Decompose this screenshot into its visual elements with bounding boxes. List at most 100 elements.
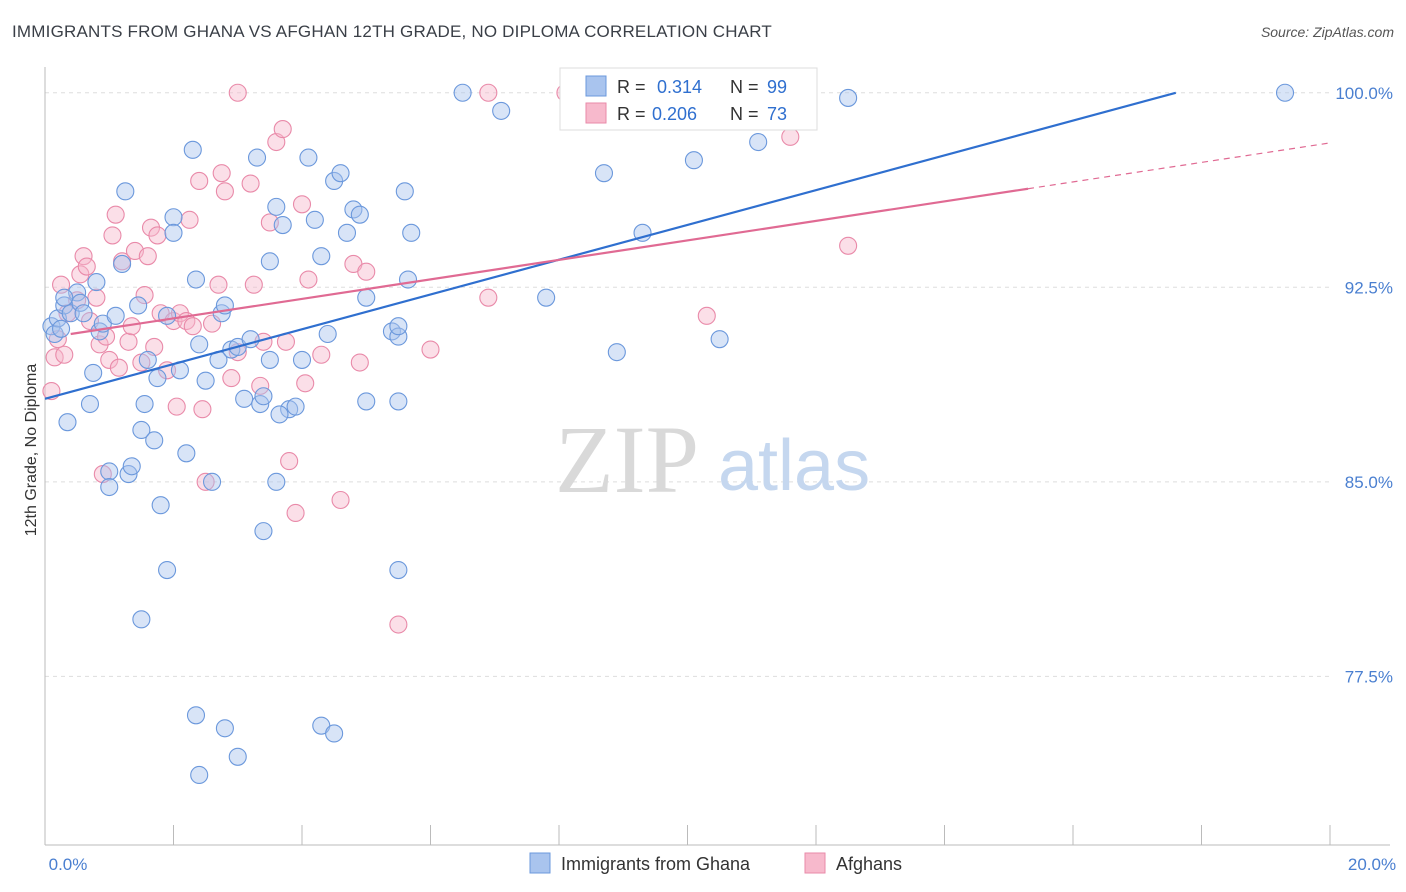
afghans-point: [55, 345, 74, 364]
afghans-point: [299, 270, 318, 289]
afghans-point: [286, 503, 305, 523]
ghana-point: [286, 397, 305, 416]
legend-label-afghans: Afghans: [836, 854, 902, 874]
ghana-point: [247, 148, 267, 167]
ghana-trend-line: [44, 91, 1177, 400]
afghans-point: [209, 275, 228, 294]
afghans-point: [421, 340, 440, 359]
afghans-point: [103, 226, 122, 245]
ghana-point: [58, 413, 77, 432]
ghana-point: [228, 747, 247, 766]
ghana-point: [100, 477, 119, 497]
series-legend: Immigrants from Ghana Afghans: [529, 852, 902, 874]
ghana-point: [84, 363, 103, 382]
ghana-point: [138, 350, 157, 369]
ghana-point: [492, 101, 511, 120]
ghana-point: [164, 223, 183, 242]
stats-swatch-afghans: [585, 102, 607, 124]
ghana-point: [132, 420, 151, 440]
ghana-point: [325, 724, 344, 743]
ghana-point: [106, 306, 125, 325]
afghans-point: [839, 236, 858, 255]
ghana-point: [254, 522, 273, 541]
x-tick-labels: 0.0% 20.0%: [49, 855, 1396, 874]
afghans-point: [183, 317, 202, 336]
legend-swatch-ghana: [529, 852, 551, 874]
ghana-point: [113, 254, 132, 274]
y-tick-label: 85.0%: [1345, 473, 1393, 492]
afghans-point: [357, 262, 376, 281]
ghana-point: [594, 164, 614, 183]
ghana-point: [52, 319, 71, 338]
legend-label-ghana: Immigrants from Ghana: [561, 854, 751, 874]
afghans-point: [77, 257, 96, 276]
ghana-point: [331, 164, 350, 183]
ghana-point: [710, 330, 729, 349]
ghana-point: [135, 394, 154, 414]
afghans-point: [190, 171, 209, 190]
ghana-point: [402, 223, 421, 242]
stats-r-value-afghans: 0.206: [652, 104, 697, 124]
ghana-point: [389, 317, 408, 336]
afghans-point: [167, 397, 186, 416]
afghans-point: [244, 275, 263, 294]
legend-swatch-afghans: [804, 852, 826, 874]
afghans-point: [148, 226, 167, 245]
watermark-atlas: atlas: [718, 426, 870, 506]
stats-swatch-ghana: [585, 75, 607, 97]
ghana-point: [145, 431, 164, 450]
ghana-point: [158, 560, 177, 580]
ghana-point: [350, 205, 369, 224]
afghans-point: [215, 182, 234, 201]
ghana-point: [273, 215, 292, 235]
y-tick-label: 77.5%: [1345, 667, 1393, 686]
ghana-point: [1275, 83, 1295, 102]
stats-n-label-afghans: N =: [730, 104, 759, 124]
afghans-point: [212, 164, 231, 183]
x-tick-label: 0.0%: [49, 855, 88, 874]
afghans-point: [781, 127, 800, 146]
afghans-trend-line: [70, 187, 1029, 336]
ghana-point: [537, 288, 556, 307]
ghana-point: [299, 148, 318, 167]
afghans-point: [350, 353, 369, 372]
ghana-point: [395, 182, 414, 201]
ghana-point: [839, 88, 858, 107]
series-ghana-points: [42, 83, 1295, 785]
ghana-point: [190, 335, 209, 354]
watermark-zip: ZIP: [555, 406, 699, 513]
afghans-point: [251, 376, 270, 395]
afghans-point: [119, 332, 138, 351]
ghana-point: [270, 405, 289, 424]
chart-title: IMMIGRANTS FROM GHANA VS AFGHAN 12TH GRA…: [12, 22, 772, 41]
ghana-point: [389, 560, 408, 580]
ghana-point: [132, 610, 151, 629]
afghans-point: [697, 306, 716, 325]
y-tick-label: 100.0%: [1335, 84, 1393, 103]
ghana-point: [607, 343, 626, 362]
afghans-point: [312, 345, 331, 364]
ghana-point: [389, 392, 408, 411]
afghans-point: [296, 374, 315, 393]
afghans-point: [180, 210, 199, 229]
ghana-point: [203, 472, 222, 491]
ghana-point: [337, 223, 357, 242]
ghana-point: [305, 210, 324, 229]
ghana-point: [749, 132, 768, 152]
stats-legend: R = 0.314 N = 99 R = 0.206 N = 73: [559, 67, 818, 131]
ghana-point: [87, 273, 106, 292]
ghana-point: [186, 706, 206, 725]
ghana-point: [183, 140, 202, 159]
ghana-point: [235, 389, 254, 408]
ghana-point: [186, 270, 206, 289]
ghana-point: [151, 496, 170, 515]
afghans-point: [331, 490, 350, 510]
afghans-point: [292, 195, 312, 214]
ghana-point: [215, 719, 234, 738]
source-label: Source: ZipAtlas.com: [1260, 24, 1394, 40]
afghans-point: [196, 472, 215, 491]
afghans-point: [273, 120, 292, 139]
ghana-point: [177, 444, 196, 463]
stats-n-value-ghana: 99: [767, 77, 787, 97]
